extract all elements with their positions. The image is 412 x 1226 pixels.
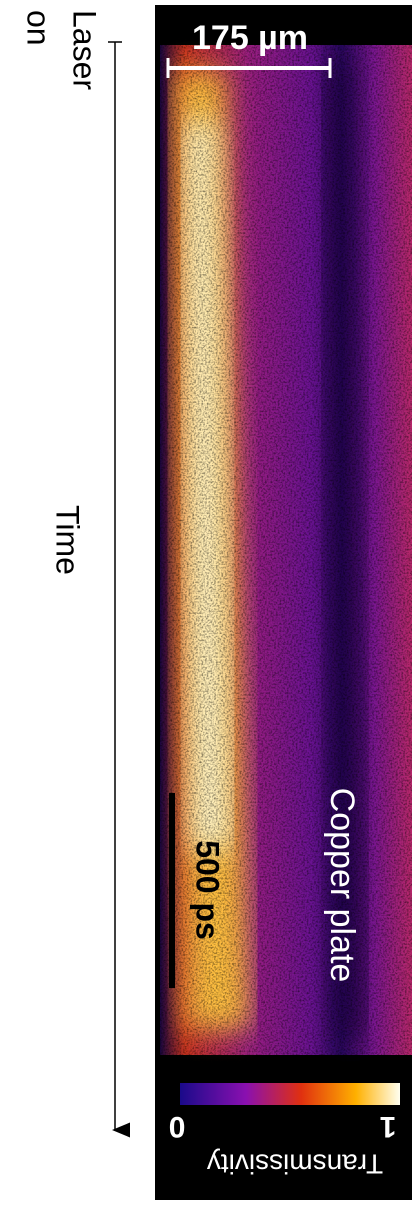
time-scale-label: 500 ps xyxy=(190,840,226,940)
time-label: Time xyxy=(50,505,86,575)
colorbar-min: 0 xyxy=(169,1110,186,1143)
laser-label: Laser xyxy=(67,10,103,90)
colorbar xyxy=(180,1083,400,1105)
colorbar-max: 1 xyxy=(380,1110,397,1143)
sample-label: Copper plate xyxy=(323,788,361,983)
colorbar-title: Transmissivity xyxy=(207,1149,383,1180)
image xyxy=(155,5,412,1200)
laser-label: on xyxy=(21,10,57,46)
scale-label: 175 µm xyxy=(192,19,308,57)
